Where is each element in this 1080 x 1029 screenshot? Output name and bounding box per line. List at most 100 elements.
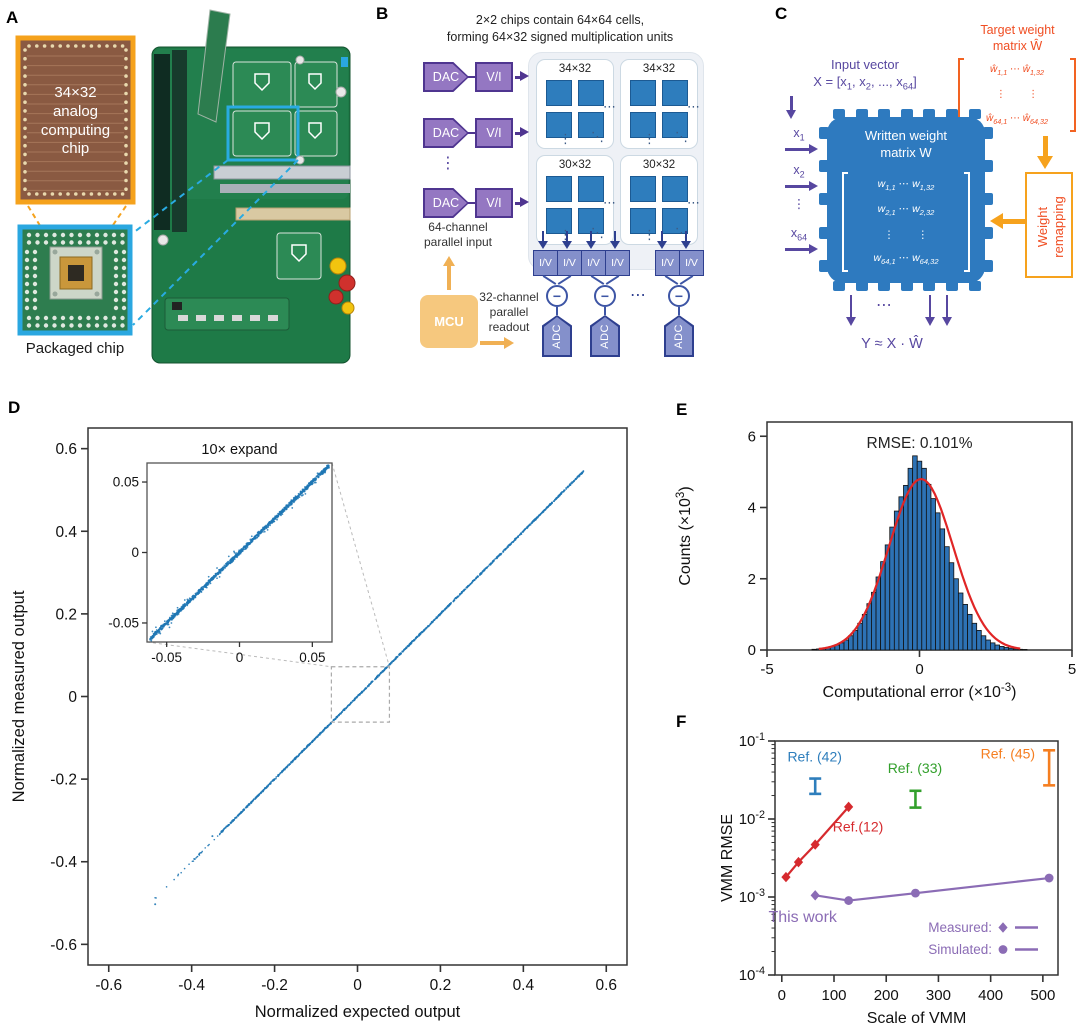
scatter-plot-svg: -0.6 -0.4 -0.2 0 0.2 0.4 0.6 -0.6 -0.4 -0.2 0 0.2 0.… <box>10 427 628 1021</box>
connector <box>467 202 477 204</box>
vi-block: V/I <box>475 118 513 148</box>
dac-block: DAC <box>423 118 469 148</box>
histogram-bars <box>811 455 1028 651</box>
cell-square <box>546 208 572 234</box>
chip-card-title: 30×32 <box>558 159 592 171</box>
led-icon <box>341 57 348 67</box>
ellipsis-horizontal-icon: ⋯ <box>603 195 616 210</box>
ellipsis-horizontal-icon: ⋯ <box>630 287 646 304</box>
chip-tooth <box>878 109 891 119</box>
matrix-row: w1,1 ⋯ w1,32 <box>877 177 935 192</box>
x-tick-label: 0.4 <box>513 977 535 994</box>
adc-label: ADC <box>673 323 685 349</box>
y-tick-label: 2 <box>748 571 756 588</box>
banana-plugs <box>328 257 356 315</box>
die-label: 34×32 analog computing chip <box>40 84 111 158</box>
adc-label: ADC <box>551 323 563 349</box>
y-tick-label: 10-4 <box>739 965 765 984</box>
x-tick-label: -0.4 <box>178 977 205 994</box>
subtractor-circle: − <box>668 285 690 307</box>
cell-square <box>662 80 688 106</box>
iv-label: I/V <box>611 257 624 269</box>
merge-line <box>605 275 620 285</box>
cell-square <box>630 80 656 106</box>
arrow-right-icon <box>809 244 818 254</box>
adc-inner: ADC <box>544 317 570 355</box>
panel-e-label: E <box>676 400 688 419</box>
chip-tooth <box>983 259 993 272</box>
chip-card-title: 34×32 <box>558 63 592 75</box>
annotation-ref-33-: Ref. (33) <box>888 760 942 776</box>
arrow-right-icon <box>809 144 818 154</box>
minus-icon: − <box>552 288 562 304</box>
panel-d-label: D <box>8 398 21 417</box>
cell-square <box>630 208 656 234</box>
bracket-left <box>842 172 848 272</box>
x-tick-label: 5 <box>1068 661 1076 678</box>
chip-to-iv-line <box>613 231 617 242</box>
pcb-photo <box>151 9 356 364</box>
iv-label: I/V <box>685 257 698 269</box>
input-down-arrow <box>790 96 793 112</box>
cell-square <box>662 112 688 138</box>
panel-b-title: 2×2 chips contain 64×64 cells, forming 64… <box>446 13 674 44</box>
minus-icon: − <box>674 288 684 304</box>
chip-card-title: 30×32 <box>642 159 676 171</box>
adc-inner: ADC <box>666 317 692 355</box>
y-tick-label: 0.4 <box>55 524 77 541</box>
error-histogram-chart: -5 0 5 0 2 4 6 RMSE: 0.101% Computational error … <box>660 400 1080 715</box>
x-tick-label: 500 <box>1030 987 1055 1004</box>
errorbar-45 <box>1043 748 1056 787</box>
vi-to-chip-arrow <box>515 132 522 135</box>
vi-to-chip-arrow <box>515 202 522 205</box>
x-tick-label: -0.2 <box>261 977 288 994</box>
vi-block: V/I <box>475 62 513 92</box>
x-tick-label: 300 <box>926 987 951 1004</box>
minus-icon: − <box>600 288 610 304</box>
chip-tooth <box>819 259 829 272</box>
chip-tooth <box>900 109 913 119</box>
merge-line <box>542 275 557 285</box>
x-tick-label: 0 <box>915 661 923 678</box>
cell-square <box>578 112 604 138</box>
circle-to-adc-line <box>603 307 607 315</box>
packaged-chip-photo <box>17 224 133 336</box>
output-line <box>849 295 853 319</box>
remap-down-arrow <box>1043 136 1048 158</box>
chip-tooth <box>855 281 868 291</box>
panel-b-label: B <box>376 4 389 23</box>
packaged-chip-caption: Packaged chip <box>25 340 125 357</box>
y-axis-label: Counts (×103) <box>675 486 694 585</box>
chip-to-iv-line <box>541 231 545 242</box>
legend: Measured: Simulated: <box>928 920 1038 957</box>
y-tick-label: 10-3 <box>739 887 765 906</box>
iv-block: I/V <box>581 250 606 276</box>
x-axis-label: Scale of VMM <box>867 1010 967 1027</box>
written-weight-matrix: w1,1 ⋯ w1,32 w2,1 ⋯ w2,32 ⋮ ⋮ w64,1 ⋯ w64,3… <box>842 172 970 272</box>
arrow-down-icon <box>562 241 572 249</box>
bracket-right <box>1070 58 1076 132</box>
errorbar-42 <box>809 777 822 796</box>
matrix-row: ⋮ ⋮ <box>995 89 1039 101</box>
written-weight-chip <box>827 117 985 283</box>
y-tick-label: 0 <box>68 689 77 706</box>
annotation-ref-12-: Ref.(12) <box>833 819 884 835</box>
x-tick-label: -5 <box>760 661 773 678</box>
cell-square <box>630 176 656 202</box>
merge-line <box>664 275 679 285</box>
ellipsis-diagonal-icon: ⋱ <box>591 129 604 144</box>
chip-card: 30×32⋯⋮⋱ <box>620 155 700 245</box>
input-arrow <box>785 248 811 251</box>
ellipsis-horizontal-icon: ⋯ <box>876 297 892 314</box>
chip-card: 34×32 ⋯ ⋮ ⋱ <box>536 59 616 149</box>
y-tick-label: 10-1 <box>739 731 765 750</box>
vi-to-chip-arrow <box>515 76 522 79</box>
chip-tooth <box>968 281 981 291</box>
y-tick-label: 0.2 <box>55 606 77 623</box>
arrow-down-icon <box>924 317 935 326</box>
iv-block: I/V <box>605 250 630 276</box>
input-label: ⋮ <box>792 197 806 211</box>
chip-tooth <box>900 281 913 291</box>
chip-card: 30×32⋯⋮⋱ <box>536 155 616 245</box>
panel-a-label: A <box>6 8 19 27</box>
